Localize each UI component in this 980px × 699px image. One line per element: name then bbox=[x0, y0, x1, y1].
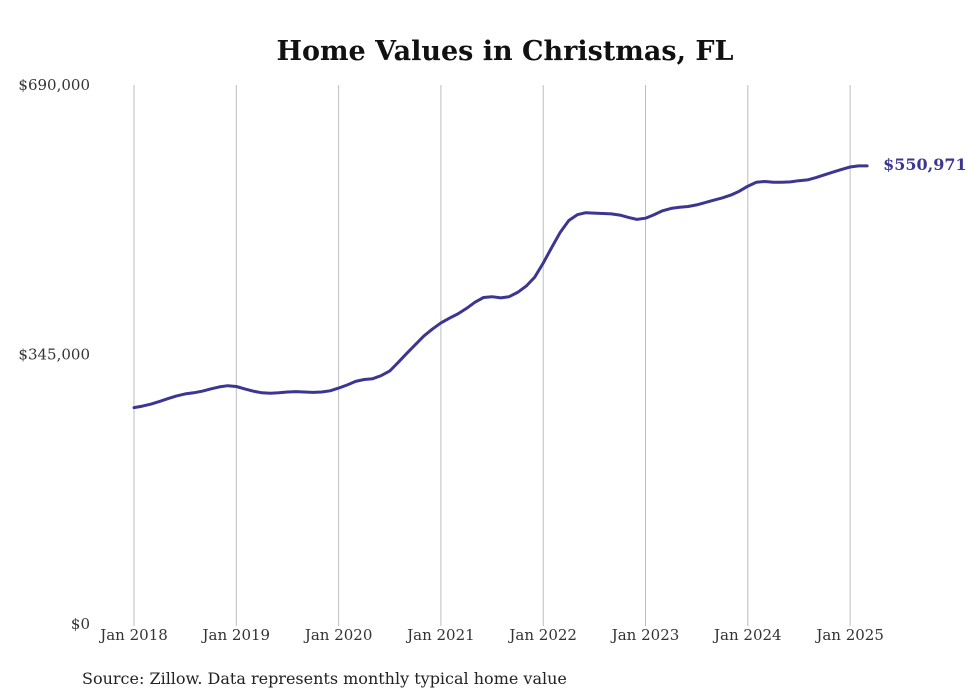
x-tick-label: Jan 2021 bbox=[405, 626, 475, 644]
chart-title: Home Values in Christmas, FL bbox=[276, 36, 733, 67]
y-tick-label: $690,000 bbox=[18, 76, 90, 94]
x-tick-label: Jan 2022 bbox=[507, 626, 577, 644]
x-axis-ticks: Jan 2018 Jan 2019 Jan 2020 Jan 2021 Jan 2022… bbox=[98, 626, 884, 644]
x-tick-label: Jan 2019 bbox=[201, 626, 271, 644]
series-line bbox=[132, 164, 869, 410]
gridlines bbox=[133, 85, 851, 626]
source-note: Source: Zillow. Data represents monthly … bbox=[82, 669, 567, 688]
series-layer: $550,971 bbox=[132, 155, 967, 410]
x-tick-label: Jan 2024 bbox=[712, 626, 782, 644]
x-tick-label: Jan 2025 bbox=[814, 626, 884, 644]
y-tick-label: $0 bbox=[71, 615, 90, 633]
y-tick-label: $345,000 bbox=[18, 346, 90, 364]
x-tick-label: Jan 2018 bbox=[98, 626, 168, 644]
x-tick-label: Jan 2020 bbox=[303, 626, 373, 644]
x-tick-label: Jan 2023 bbox=[610, 626, 680, 644]
end-value-label: $550,971 bbox=[883, 155, 967, 174]
y-axis-ticks: $0 $345,000 $690,000 bbox=[18, 76, 90, 633]
